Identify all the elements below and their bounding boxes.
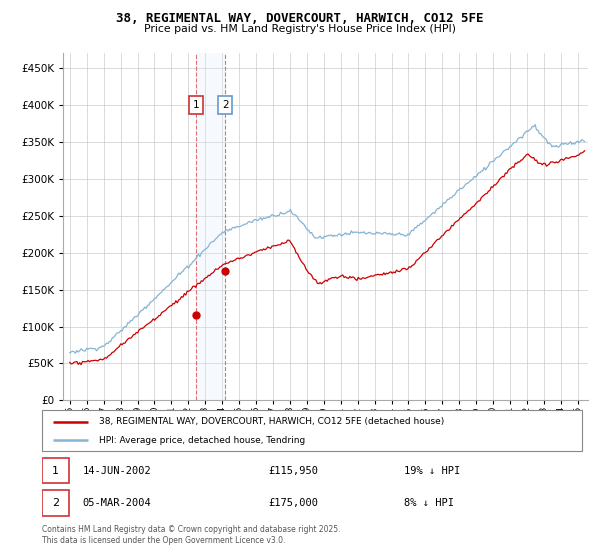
Text: Price paid vs. HM Land Registry's House Price Index (HPI): Price paid vs. HM Land Registry's House … bbox=[144, 24, 456, 34]
Text: 2: 2 bbox=[52, 498, 59, 508]
Text: 38, REGIMENTAL WAY, DOVERCOURT, HARWICH, CO12 5FE (detached house): 38, REGIMENTAL WAY, DOVERCOURT, HARWICH,… bbox=[98, 417, 444, 426]
Text: 1: 1 bbox=[193, 100, 199, 110]
FancyBboxPatch shape bbox=[42, 458, 69, 483]
Text: 14-JUN-2002: 14-JUN-2002 bbox=[83, 465, 151, 475]
Text: 2: 2 bbox=[222, 100, 229, 110]
Text: 05-MAR-2004: 05-MAR-2004 bbox=[83, 498, 151, 508]
Text: 8% ↓ HPI: 8% ↓ HPI bbox=[404, 498, 454, 508]
Text: HPI: Average price, detached house, Tendring: HPI: Average price, detached house, Tend… bbox=[98, 436, 305, 445]
FancyBboxPatch shape bbox=[42, 490, 69, 516]
Bar bbox=[196, 53, 225, 400]
Text: Contains HM Land Registry data © Crown copyright and database right 2025.
This d: Contains HM Land Registry data © Crown c… bbox=[42, 525, 341, 545]
Text: £115,950: £115,950 bbox=[269, 465, 319, 475]
Text: 1: 1 bbox=[52, 465, 59, 475]
Text: 19% ↓ HPI: 19% ↓ HPI bbox=[404, 465, 460, 475]
Text: 38, REGIMENTAL WAY, DOVERCOURT, HARWICH, CO12 5FE: 38, REGIMENTAL WAY, DOVERCOURT, HARWICH,… bbox=[116, 12, 484, 25]
Text: £175,000: £175,000 bbox=[269, 498, 319, 508]
FancyBboxPatch shape bbox=[42, 410, 582, 451]
